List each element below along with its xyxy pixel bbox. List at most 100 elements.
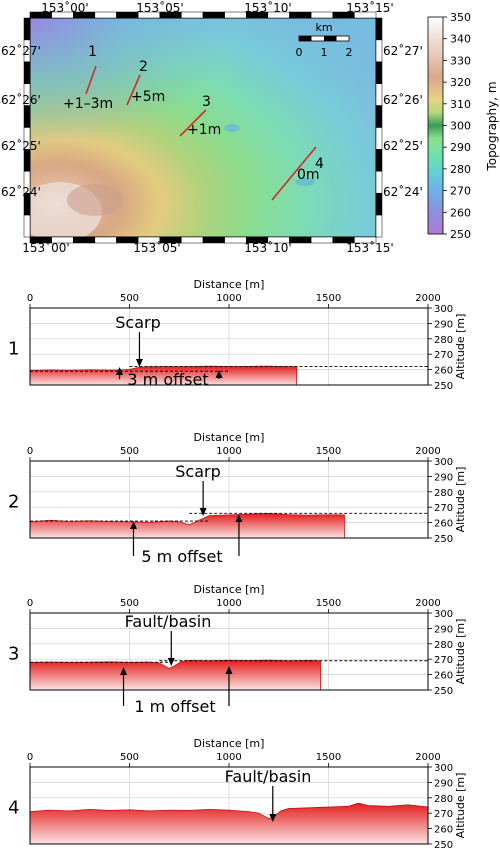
y-tick-label: 270 xyxy=(434,350,453,361)
y-tick-label: 270 xyxy=(434,655,453,666)
y-tick-label: 280 xyxy=(434,794,453,805)
frame-bar-right xyxy=(375,192,383,216)
profile-offset-2: +5m xyxy=(131,89,165,105)
lon-tick-top-2: 153˚05' xyxy=(136,0,183,15)
y-tick-label: 290 xyxy=(434,319,453,330)
y-tick-label: 280 xyxy=(434,335,453,346)
frame-bar-top xyxy=(354,11,377,19)
x-tick-label: 1500 xyxy=(316,293,341,304)
chart-id: 1 xyxy=(8,339,19,360)
offset-arrowhead xyxy=(215,370,223,378)
elevation-profile xyxy=(29,802,429,845)
profile-chart-1: 0 500 1000 1500 2000 250 260 270 280 290 300 Distan… xyxy=(8,278,467,392)
x-axis-label: Distance [m] xyxy=(194,278,265,291)
frame-bar-right xyxy=(375,83,383,106)
profile-line-4 xyxy=(271,146,317,201)
y-tick-label: 260 xyxy=(434,366,453,377)
chart-id: 3 xyxy=(8,644,19,665)
x-axis-label: Distance [m] xyxy=(194,431,265,444)
plot-frame xyxy=(29,307,429,386)
y-axis-label: Altitude [m] xyxy=(454,314,467,380)
lon-tick-top-4: 153˚15' xyxy=(346,0,393,15)
frame-bar-left xyxy=(23,214,31,238)
x-tick-label: 500 xyxy=(120,598,139,609)
colorbar-tick-label: 350 xyxy=(450,11,471,24)
annotation-arrowhead xyxy=(269,814,277,822)
scale-bar-unit: km xyxy=(315,21,332,34)
frame-bar-top xyxy=(310,11,333,19)
x-tick-label: 0 xyxy=(27,752,33,763)
profile-line-1 xyxy=(85,65,97,95)
frame-bar-top xyxy=(289,11,312,19)
scale-bar: km 0 1 2 xyxy=(296,21,353,59)
annotation-arrowhead xyxy=(199,508,207,516)
frame-bar-left xyxy=(23,17,31,41)
annotation-label: Fault/basin xyxy=(225,767,312,786)
y-tick-label: 250 xyxy=(434,686,453,697)
y-tick-label: 300 xyxy=(434,304,453,315)
lon-tick-bottom-3: 153˚10' xyxy=(244,240,291,255)
scale-bar-tick-2: 2 xyxy=(346,46,353,59)
frame-bar-bottom xyxy=(289,236,312,244)
frame-bar-top xyxy=(181,11,204,19)
frame-bar-top xyxy=(94,11,117,19)
frame-bar-bottom xyxy=(354,236,377,244)
frame-bar-right xyxy=(375,17,383,41)
colorbar-tick-label: 280 xyxy=(450,163,471,176)
colorbar-tick-label: 260 xyxy=(450,206,471,219)
x-tick-label: 0 xyxy=(27,293,33,304)
lat-tick-left-2: 62˚26' xyxy=(1,92,41,107)
colorbar-tick-label: 270 xyxy=(450,185,471,198)
frame-bar-bottom xyxy=(94,236,117,244)
y-tick-label: 290 xyxy=(434,472,453,483)
profile-chart-3: 0 500 1000 1500 2000 250 260 270 280 290 300 Distan… xyxy=(8,583,467,716)
x-axis-label: Distance [m] xyxy=(194,583,265,596)
colorbar: 250 260 270 280 290 300 310 320 330 340 350 Topogr… xyxy=(427,11,499,241)
colorbar-tick-label: 310 xyxy=(450,98,471,111)
x-axis-label: Distance [m] xyxy=(194,737,265,750)
y-tick-label: 290 xyxy=(434,624,453,635)
y-tick-label: 280 xyxy=(434,488,453,499)
frame-bar-right xyxy=(375,214,383,238)
frame-bar-bottom xyxy=(310,236,333,244)
profile-line-2 xyxy=(126,74,141,106)
profile-offset-4: 0m xyxy=(297,167,320,183)
profile-lines xyxy=(85,65,317,201)
map-lon-tick-labels: 153˚00' 153˚05' 153˚10' 153˚15' 153˚00' … xyxy=(22,0,393,255)
profile-id-4: 4 xyxy=(315,156,324,172)
offset-arrowhead xyxy=(116,367,124,375)
annotation-label: 3 m offset xyxy=(127,370,208,389)
x-tick-label: 1500 xyxy=(316,598,341,609)
x-tick-label: 1000 xyxy=(216,752,241,763)
frame-bar-top xyxy=(202,11,225,19)
x-tick-label: 500 xyxy=(120,752,139,763)
y-axis-label: Altitude [m] xyxy=(454,467,467,533)
annotation-label: 1 m offset xyxy=(134,697,215,716)
x-tick-label: 2000 xyxy=(415,752,440,763)
y-tick-label: 250 xyxy=(434,534,453,545)
colorbar-scale xyxy=(427,16,444,235)
scale-bar-tick-1: 1 xyxy=(321,46,328,59)
y-tick-label: 300 xyxy=(434,763,453,774)
map-lat-tick-labels: 62˚27' 62˚26' 62˚25' 62˚24' 62˚27' 62˚26… xyxy=(1,43,423,199)
offset-arrowhead xyxy=(235,514,243,522)
chart-id: 4 xyxy=(8,798,19,819)
annotation-label: Fault/basin xyxy=(125,612,212,631)
x-tick-label: 500 xyxy=(120,293,139,304)
frame-bar-right xyxy=(375,39,383,63)
scale-bar-segment-1 xyxy=(299,36,312,41)
lat-tick-left-3: 62˚25' xyxy=(1,138,41,153)
y-tick-label: 260 xyxy=(434,519,453,530)
x-tick-label: 1500 xyxy=(316,752,341,763)
offset-arrowhead xyxy=(225,666,233,674)
y-axis-label: Altitude [m] xyxy=(454,773,467,839)
scale-bar-segment-2 xyxy=(324,36,337,41)
y-tick-label: 300 xyxy=(434,609,453,620)
y-tick-label: 280 xyxy=(434,640,453,651)
lat-tick-right-3: 62˚25' xyxy=(383,138,423,153)
lat-tick-left-1: 62˚27' xyxy=(1,43,41,58)
x-tick-label: 2000 xyxy=(415,446,440,457)
y-tick-label: 260 xyxy=(434,671,453,682)
annotation-label: 5 m offset xyxy=(141,547,222,566)
